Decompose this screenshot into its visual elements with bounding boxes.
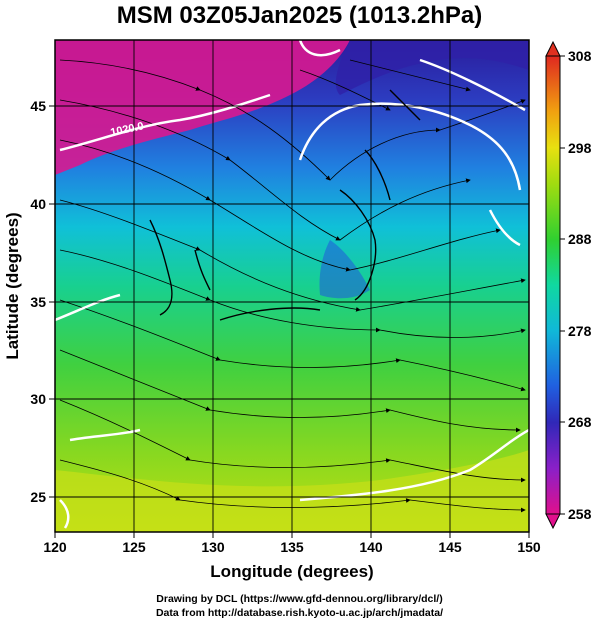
colorbar-tick-label: 258 xyxy=(568,506,592,522)
y-tick-labels: 25 30 35 40 45 xyxy=(30,98,46,505)
y-axis-title: Latitude (degrees) xyxy=(3,212,22,359)
y-tick-label: 40 xyxy=(30,196,46,212)
y-tick-marks xyxy=(49,105,55,498)
map-title: MSM 03Z05Jan2025 (1013.2hPa) xyxy=(116,2,483,29)
colorbar-top-arrow xyxy=(545,40,561,57)
isobars xyxy=(55,40,529,529)
x-tick-label: 120 xyxy=(43,539,67,555)
colorbar-bottom-arrow xyxy=(545,513,561,530)
x-tick-label: 140 xyxy=(359,539,383,555)
x-tick-label: 145 xyxy=(438,539,462,555)
y-tick-label: 35 xyxy=(30,294,46,310)
credit-drawing: Drawing by DCL (https://www.gfd-dennou.o… xyxy=(156,593,443,605)
x-tick-label: 150 xyxy=(517,539,541,555)
colorbar: 258 268 278 288 298 308 xyxy=(545,40,592,530)
x-tick-label: 130 xyxy=(201,539,225,555)
colorbar-tick-label: 308 xyxy=(568,48,592,64)
x-axis-title: Longitude (degrees) xyxy=(210,562,373,581)
x-tick-label: 125 xyxy=(122,539,146,555)
y-tick-label: 25 xyxy=(30,489,46,505)
y-tick-label: 45 xyxy=(30,98,46,114)
colorbar-tick-label: 298 xyxy=(568,140,592,156)
colorbar-tick-label: 288 xyxy=(568,231,592,247)
colorbar-tick-label: 268 xyxy=(568,414,592,430)
graticule xyxy=(55,40,529,532)
x-tick-label: 135 xyxy=(280,539,304,555)
coastlines xyxy=(149,89,421,321)
x-tick-marks xyxy=(54,532,530,538)
credit-data: Data from http://database.rish.kyoto-u.a… xyxy=(155,607,444,619)
colorbar-tick-label: 278 xyxy=(568,323,592,339)
y-tick-label: 30 xyxy=(30,391,46,407)
x-tick-labels: 120 125 130 135 140 145 150 xyxy=(43,539,541,555)
